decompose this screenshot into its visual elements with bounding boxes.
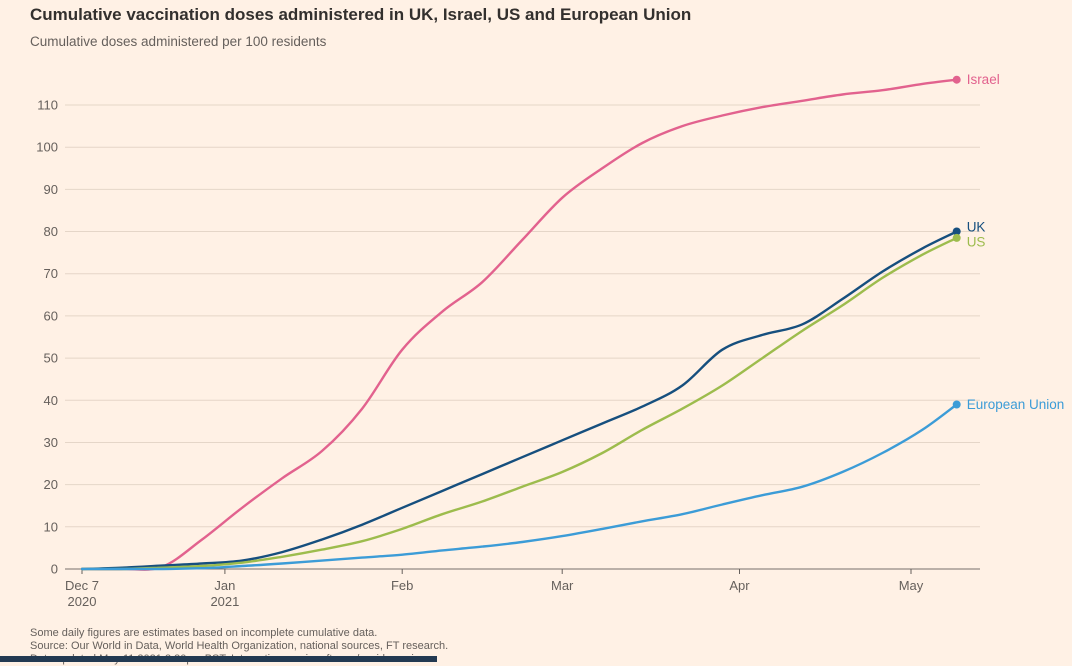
y-tick-label-10: 10 [44, 519, 58, 534]
y-tick-label-100: 100 [36, 140, 58, 155]
series-endpoint-us [952, 233, 961, 242]
chart-subtitle: Cumulative doses administered per 100 re… [30, 34, 327, 49]
chart-footnote: Some daily figures are estimates based o… [30, 627, 378, 639]
x-tick-sublabel-2020: 2020 [68, 594, 97, 609]
y-tick-label-40: 40 [44, 393, 58, 408]
series-label-israel: Israel [967, 72, 1000, 87]
y-tick-label-20: 20 [44, 477, 58, 492]
series-endpoint-european-union [952, 400, 961, 409]
series-line-israel [80, 78, 958, 571]
series-label-uk: UK [967, 220, 986, 235]
y-tick-label-30: 30 [44, 435, 58, 450]
series-line-uk [80, 230, 958, 571]
x-tick-label-apr: Apr [729, 578, 750, 593]
chart-source: Source: Our World in Data, World Health … [30, 640, 449, 652]
series-label-european-union: European Union [967, 397, 1065, 412]
bottom-bar [0, 656, 437, 662]
y-tick-label-90: 90 [44, 182, 58, 197]
y-tick-label-70: 70 [44, 266, 58, 281]
y-tick-label-0: 0 [51, 562, 58, 577]
x-tick-sublabel-2021: 2021 [210, 594, 239, 609]
chart-title: Cumulative vaccination doses administere… [30, 5, 692, 24]
series-line-european-union [80, 403, 958, 571]
series-label-us: US [967, 235, 986, 250]
chart-header: Cumulative vaccination doses administere… [30, 4, 1042, 49]
x-tick-label-jan: Jan [214, 578, 235, 593]
series-endpoint-israel [952, 75, 961, 84]
series-line-us [80, 236, 958, 571]
y-tick-label-80: 80 [44, 224, 58, 239]
x-tick-label-feb: Feb [391, 578, 413, 593]
y-tick-label-60: 60 [44, 308, 58, 323]
x-tick-label-mar: Mar [551, 578, 574, 593]
x-tick-label-dec-7: Dec 7 [65, 578, 99, 593]
y-tick-label-50: 50 [44, 351, 58, 366]
series-endpoint-uk [952, 227, 961, 236]
y-tick-label-110: 110 [37, 98, 58, 113]
x-tick-label-may: May [899, 578, 924, 593]
